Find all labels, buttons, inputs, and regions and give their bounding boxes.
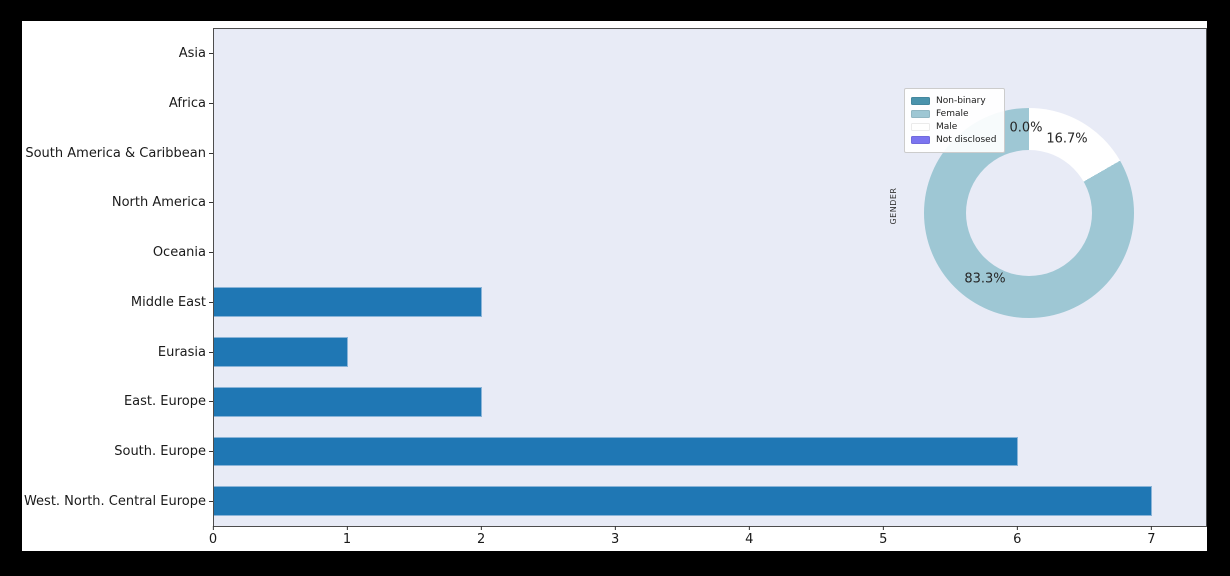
x-tick-label: 4 bbox=[745, 532, 754, 547]
pct-label-male: 16.7% bbox=[1046, 131, 1088, 147]
x-tick-mark bbox=[1016, 526, 1018, 530]
y-axis-labels: Asia Africa South America & Caribbean No… bbox=[22, 29, 213, 526]
bar-east-europe bbox=[214, 386, 483, 417]
legend-label: Female bbox=[936, 109, 969, 119]
legend-label: Not disclosed bbox=[936, 135, 997, 145]
legend-swatch-female bbox=[911, 110, 930, 118]
figure-canvas: Asia Africa South America & Caribbean No… bbox=[22, 21, 1207, 551]
y-tick-mark bbox=[209, 103, 213, 105]
y-tick-label: North America bbox=[111, 195, 206, 211]
legend-label: Non-binary bbox=[936, 96, 986, 106]
y-row-asia: Asia bbox=[22, 29, 213, 79]
legend-item-male: Male bbox=[911, 121, 996, 133]
bar-south-europe bbox=[214, 436, 1019, 467]
y-tick-label: South America & Caribbean bbox=[25, 145, 206, 161]
legend-swatch-male bbox=[911, 123, 930, 131]
y-tick-label: Asia bbox=[178, 46, 206, 62]
bar-rows bbox=[214, 29, 1206, 526]
x-tick-label: 6 bbox=[1013, 532, 1022, 547]
y-tick-mark bbox=[209, 401, 213, 403]
bar-middle-east bbox=[214, 287, 483, 318]
x-tick-mark bbox=[1150, 526, 1152, 530]
y-tick-mark bbox=[209, 500, 213, 502]
y-tick-label: South. Europe bbox=[114, 443, 206, 459]
y-row-south-america-caribbean: South America & Caribbean bbox=[22, 128, 213, 178]
y-row-middle-east: Middle East bbox=[22, 278, 213, 328]
y-row-south-europe: South. Europe bbox=[22, 427, 213, 477]
x-tick-label: 2 bbox=[476, 532, 486, 547]
pct-label-non-binary: 0.0% bbox=[1009, 120, 1043, 136]
bar-west-north-central-europe bbox=[214, 486, 1153, 517]
y-tick-mark bbox=[209, 450, 213, 452]
x-tick-mark bbox=[212, 526, 214, 530]
y-tick-label: East. Europe bbox=[123, 394, 206, 410]
legend-item-not-disclosed: Not disclosed bbox=[911, 134, 996, 146]
plot-area: GENDER 0.0% 16.7% 83.3% Non-binary Femal… bbox=[213, 28, 1207, 527]
x-tick: 6 bbox=[1013, 526, 1021, 547]
donut-y-axis-label: GENDER bbox=[889, 187, 898, 225]
x-axis: 0 1 2 3 4 5 6 7 bbox=[209, 526, 1205, 551]
x-tick-label: 3 bbox=[611, 532, 620, 547]
y-tick-mark bbox=[209, 152, 213, 154]
x-tick-label: 0 bbox=[208, 532, 218, 547]
x-tick: 5 bbox=[879, 526, 887, 547]
legend-label: Male bbox=[936, 122, 958, 132]
x-tick: 2 bbox=[477, 526, 485, 547]
y-tick-label: Oceania bbox=[152, 245, 206, 261]
x-tick: 0 bbox=[209, 526, 217, 547]
donut-hole bbox=[966, 150, 1092, 276]
legend-item-female: Female bbox=[911, 108, 996, 120]
y-row-east-europe: East. Europe bbox=[22, 377, 213, 427]
pct-label-female: 83.3% bbox=[964, 271, 1006, 287]
x-tick-mark bbox=[346, 526, 348, 530]
x-tick-label: 1 bbox=[342, 532, 352, 547]
y-row-north-america: North America bbox=[22, 178, 213, 228]
y-tick-mark bbox=[209, 301, 213, 303]
legend-swatch-not-disclosed bbox=[911, 136, 930, 144]
bar-eurasia bbox=[214, 337, 349, 367]
y-tick-mark bbox=[209, 252, 213, 254]
y-tick-label: West. North. Central Europe bbox=[23, 493, 206, 509]
legend: Non-binary Female Male Not disclosed bbox=[904, 88, 1006, 153]
y-row-west-north-central-europe: West. North. Central Europe bbox=[22, 476, 213, 526]
legend-swatch-non-binary bbox=[911, 97, 930, 105]
x-tick: 7 bbox=[1147, 526, 1156, 547]
y-tick-mark bbox=[209, 351, 213, 353]
y-tick-label: Eurasia bbox=[157, 344, 206, 360]
x-tick-mark bbox=[480, 526, 482, 530]
y-row-eurasia: Eurasia bbox=[22, 327, 213, 377]
x-tick-mark bbox=[748, 526, 750, 530]
y-tick-label: Middle East bbox=[130, 294, 206, 310]
x-tick-label: 7 bbox=[1147, 532, 1156, 547]
x-tick: 3 bbox=[611, 526, 619, 547]
y-tick-mark bbox=[209, 202, 213, 204]
legend-item-non-binary: Non-binary bbox=[911, 95, 996, 107]
x-tick: 4 bbox=[745, 526, 753, 547]
x-tick: 1 bbox=[343, 526, 351, 547]
x-tick-label: 5 bbox=[879, 532, 888, 547]
x-tick-mark bbox=[882, 526, 884, 530]
x-tick-mark bbox=[614, 526, 616, 530]
y-tick-label: Africa bbox=[168, 96, 206, 112]
y-row-africa: Africa bbox=[22, 79, 213, 129]
y-row-oceania: Oceania bbox=[22, 228, 213, 278]
y-tick-mark bbox=[209, 53, 213, 55]
